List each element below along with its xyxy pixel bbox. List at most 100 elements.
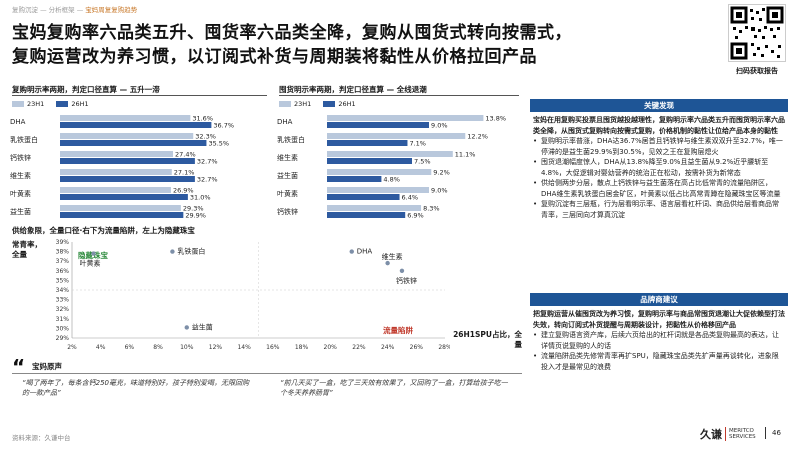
bar-26h1 — [60, 122, 212, 128]
quote-mark-icon: “ — [12, 355, 26, 379]
y-tick-label: 32% — [56, 306, 70, 313]
key-findings-bullet-1: 复购明示率普涨，DHA达36.7%居首且钙铁锌与维生素双双升至32.7%，唯一停… — [533, 136, 785, 157]
key-findings-bullet-2: 囤货退潮幅度惊人，DHA从13.8%降至9.0%且益生菌从9.2%近乎腰斩至4.… — [533, 157, 785, 178]
bar-26h1 — [327, 176, 382, 182]
data-label: 32.7% — [197, 158, 218, 166]
bar-23h1 — [327, 187, 429, 193]
page-title-line2: 复购运营改为养习惯，以订阅式补货与周期装将黏性从价格拉回产品 — [12, 47, 537, 67]
category-label: 钙铁锌 — [10, 153, 31, 162]
point-label: 益生菌 — [192, 322, 213, 331]
legend-item-23h1: 23H1 — [279, 100, 311, 108]
logo-cn: 久谦 — [700, 428, 722, 441]
x-tick-label: 18% — [295, 344, 309, 351]
chart2-svg: DHA 13.8% 9.0% 乳铁蛋白 12.2% 7.1% 维生素 11.1% 7.5% 益生菌… — [277, 115, 506, 220]
data-label: 29.3% — [183, 205, 204, 213]
bar-23h1 — [327, 133, 466, 139]
qr-caption: 扫码获取报告 — [736, 67, 778, 75]
category-label: DHA — [277, 118, 293, 126]
data-label: 26.9% — [173, 187, 194, 195]
category-label: 维生素 — [10, 171, 31, 180]
y-tick-label: 31% — [56, 316, 70, 323]
x-tick-label: 26% — [410, 344, 424, 351]
quadrant-label-trap: 流量陷阱 — [383, 325, 413, 335]
chart1-rule — [12, 95, 267, 96]
scatter-point — [385, 260, 390, 266]
chart2-legend: 23H1 26H1 — [279, 100, 356, 108]
x-tick-label: 14% — [237, 344, 251, 351]
bar-23h1 — [60, 115, 191, 121]
legend-item-26h1: 26H1 — [323, 100, 356, 108]
legend-item-23h1: 23H1 — [12, 100, 44, 108]
breadcrumb-current: 宝妈周复复购趋势 — [85, 6, 138, 14]
data-label: 11.1% — [455, 151, 476, 159]
quote-head: 宝妈原声 — [32, 362, 62, 371]
scatter-point — [91, 251, 96, 256]
x-tick-label: 4% — [96, 344, 106, 351]
point-label: 乳铁蛋白 — [177, 247, 205, 256]
y-tick-label: 29% — [56, 335, 70, 342]
bar-23h1 — [60, 133, 194, 139]
bar-26h1 — [327, 194, 400, 200]
x-tick-label: 20% — [324, 344, 338, 351]
data-label: 27.4% — [175, 151, 196, 159]
chart3-title: 供给象限，全量口径·右下为流量陷阱，左上为隐藏珠宝 — [12, 226, 195, 235]
bar-23h1 — [327, 169, 432, 175]
brand-advice-panel: 品牌商建议 把复购运营从催囤货改为养习惯，复购明示率与商品常囤货退潮让大促依赖型… — [530, 293, 788, 372]
y-tick-label: 39% — [56, 239, 70, 246]
data-label: 8.3% — [423, 205, 440, 213]
brand-advice-bullet-1: 建立复购语言资产库，后续六页给出的杠杆词就是各品类复购最高的表达，让详情页说复购… — [533, 330, 785, 351]
category-label: 乳铁蛋白 — [277, 135, 305, 144]
data-label: 9.0% — [431, 187, 448, 195]
key-findings-panel: 关键发现 宝妈在用复购买投票且囤货越投越理性，复购明示率六品类五升而囤货明示率六… — [530, 99, 788, 220]
x-tick-label: 10% — [180, 344, 194, 351]
point-label: 钙铁锌 — [396, 276, 417, 285]
point-label: 维生素 — [382, 252, 403, 261]
chart1-title: 复购明示率两期，判定口径直算 — 五升一滞 — [12, 85, 160, 94]
data-label: 36.7% — [213, 122, 234, 130]
qr-code[interactable] — [728, 4, 786, 62]
quote-2: “前几天买了一盒，吃了三天效有效果了，又回购了一盒，打算给孩子吃一个冬天养养肠胃… — [280, 379, 508, 397]
y-tick-label: 30% — [56, 325, 70, 332]
data-label: 6.4% — [402, 194, 419, 202]
bar-26h1 — [60, 212, 184, 218]
bar-23h1 — [327, 205, 422, 211]
company-logo: 久谦 MERITCO SERVICES — [700, 426, 756, 442]
brand-advice-intro: 把复购运营从催囤货改为养习惯，复购明示率与商品常囤货退潮让大促依赖型打法失效，转… — [533, 310, 785, 329]
category-label: 益生菌 — [10, 207, 31, 216]
x-tick-label: 16% — [266, 344, 280, 351]
category-label: 益生菌 — [277, 171, 298, 180]
logo-divider — [725, 427, 726, 441]
data-label: 12.2% — [467, 133, 488, 141]
bar-23h1 — [60, 169, 172, 175]
brand-advice-head: 品牌商建议 — [530, 293, 788, 306]
x-tick-label: 28% — [438, 344, 450, 351]
brand-advice-bullet-2: 流量陷阱品类先修常青率再扩SPU，隐藏珠宝品类先扩声量再谈转化，进象限投入才是最… — [533, 351, 785, 372]
category-label: 乳铁蛋白 — [10, 135, 38, 144]
key-findings-bullet-3: 供给侧两步分层，散点上钙铁锌与益生菌落在高占比低常青的流量陷阱区，DHA维生素乳… — [533, 178, 785, 199]
category-label: 维生素 — [277, 153, 298, 162]
data-label: 7.1% — [409, 140, 426, 148]
y-tick-label: 36% — [56, 268, 70, 275]
category-label: 叶黄素 — [10, 189, 31, 198]
bar-23h1 — [60, 205, 181, 211]
key-findings-bullet-4: 复购沉淀有三层瓶，行为层看明示率、语言层看杠杆词、商品供给层看商品常青率，三层同… — [533, 199, 785, 220]
bar-26h1 — [60, 140, 207, 146]
data-label: 13.8% — [485, 115, 506, 123]
bar-23h1 — [327, 151, 453, 157]
y-tick-label: 33% — [56, 297, 70, 304]
bar-23h1 — [60, 151, 174, 157]
bar-26h1 — [327, 212, 406, 218]
chart3-svg: 39% 38% 37% 36% 35% 34% 33% 32% 31% 30% 29% 2% 4% 6% 8… — [56, 239, 450, 351]
bar-26h1 — [60, 176, 195, 182]
legend-item-26h1: 26H1 — [56, 100, 89, 108]
category-label: 叶黄素 — [277, 189, 298, 198]
data-label: 4.8% — [383, 176, 400, 184]
data-label: 6.9% — [407, 212, 424, 220]
bar-26h1 — [327, 122, 429, 128]
data-label: 35.5% — [208, 140, 229, 148]
x-tick-label: 6% — [125, 344, 135, 351]
data-label: 32.3% — [195, 133, 216, 141]
source-note: 资料来源：久谦中台 — [12, 434, 71, 442]
category-label: 钙铁锌 — [277, 207, 298, 216]
data-label: 27.1% — [174, 169, 195, 177]
